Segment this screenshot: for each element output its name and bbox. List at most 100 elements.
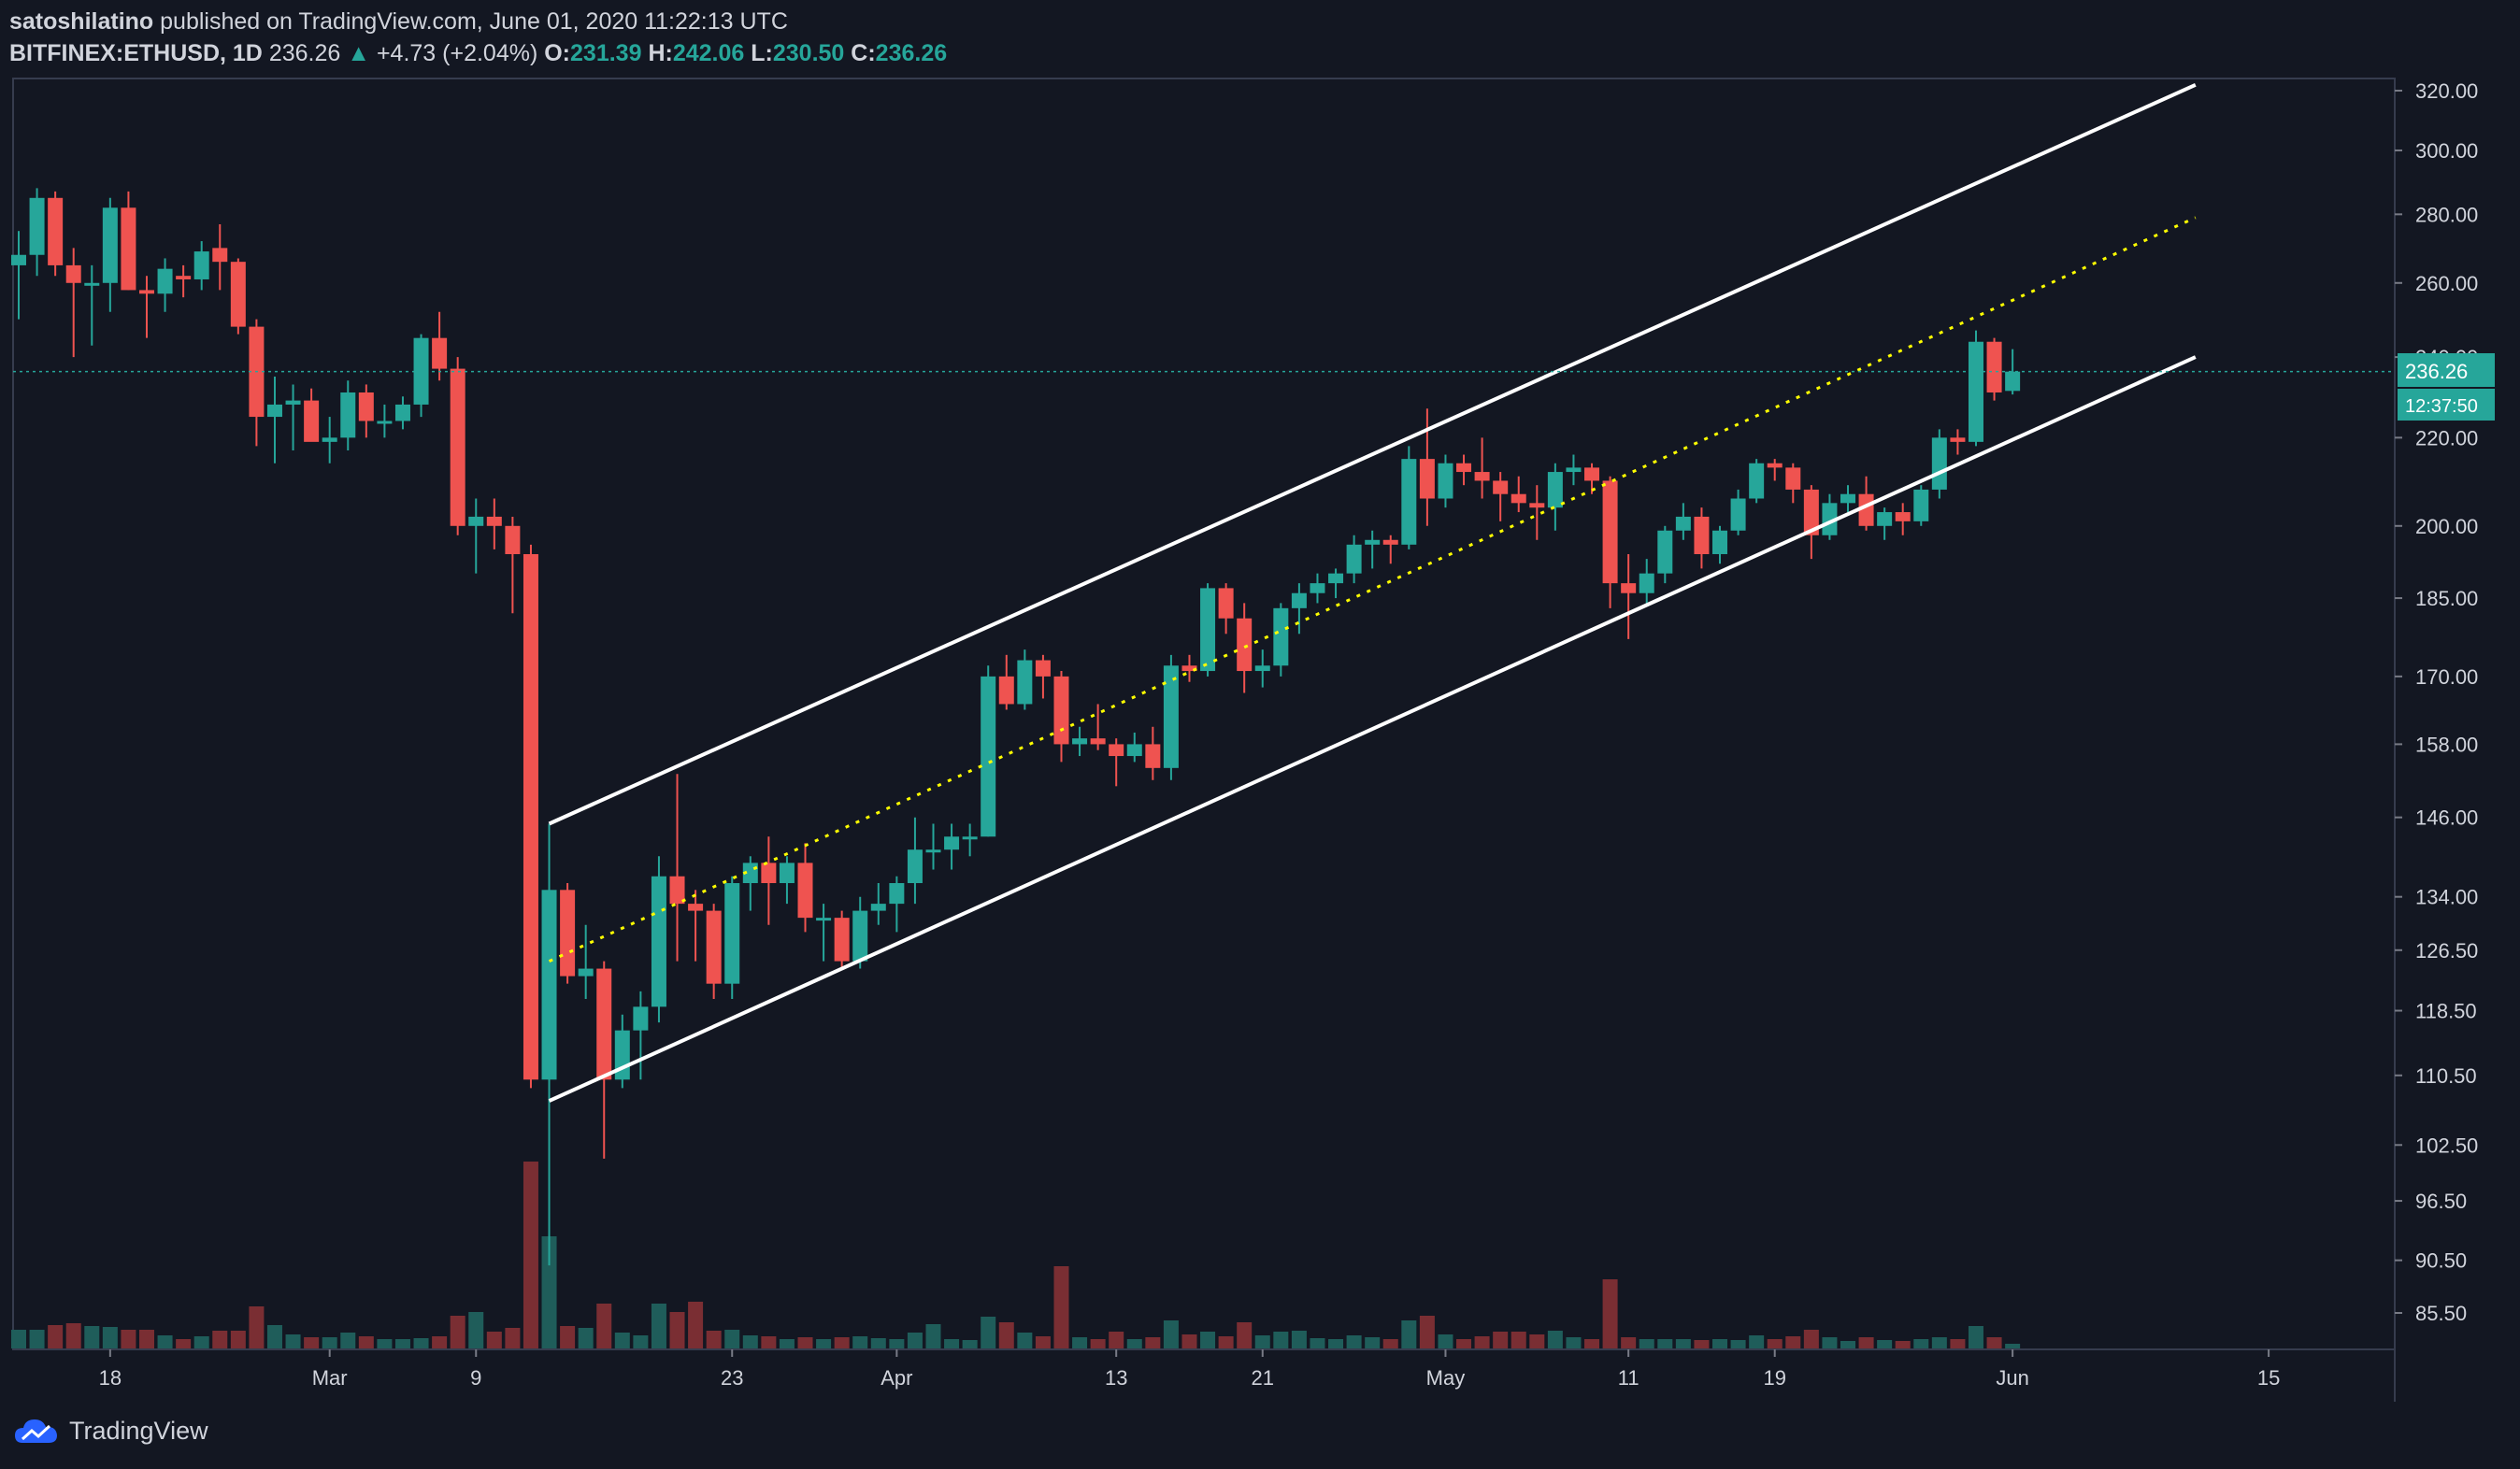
candle-body (468, 516, 484, 526)
candle-body (29, 197, 45, 255)
volume-bar (65, 1323, 81, 1348)
brand-label: TradingView (69, 1416, 208, 1445)
volume-bar (505, 1328, 521, 1348)
candle-body (998, 676, 1014, 705)
volume-bar (1493, 1332, 1509, 1348)
low-value: 230.50 (772, 40, 845, 66)
candle-body (266, 404, 282, 418)
candle-body (523, 553, 538, 1080)
candle-body (1126, 744, 1142, 757)
tradingview-logo[interactable]: TradingView (13, 1415, 208, 1447)
y-tick-label: 102.50 (2415, 1134, 2478, 1157)
volume-bar (1237, 1322, 1253, 1348)
price-badges: 236.26 12:37:50 (2398, 353, 2495, 421)
volume-bar (962, 1340, 978, 1348)
y-tick-label: 320.00 (2415, 79, 2478, 103)
y-tick-label: 96.50 (2415, 1190, 2467, 1213)
volume-bar (176, 1339, 192, 1348)
volume-bar (541, 1236, 557, 1348)
candle-body (1474, 472, 1490, 481)
candle-body (1785, 467, 1801, 490)
author-name[interactable]: satoshilatino (9, 8, 154, 35)
y-tick-label: 158.00 (2415, 733, 2478, 756)
volume-bar (432, 1336, 448, 1348)
candle-body (1712, 530, 1728, 554)
volume-bar (322, 1337, 337, 1348)
volume-bar (1858, 1337, 1874, 1348)
y-tick-label: 260.00 (2415, 272, 2478, 295)
channel-mid-line (548, 216, 2197, 963)
volume-bar (468, 1312, 484, 1348)
volume-bar (724, 1330, 740, 1348)
volume-bar (48, 1325, 64, 1348)
volume-bar (1968, 1326, 1983, 1348)
volume-bar (1712, 1339, 1728, 1348)
volume-bar (1986, 1337, 2002, 1348)
candle-body (1529, 503, 1545, 508)
volume-bar (1657, 1339, 1673, 1348)
volume-bar (1218, 1336, 1234, 1348)
volume-bar (2005, 1344, 2021, 1348)
volume-bar (761, 1336, 777, 1348)
symbol-label[interactable]: BITFINEX:ETHUSD, 1D (9, 40, 263, 66)
volume-bar (797, 1337, 813, 1348)
volume-bar (852, 1336, 868, 1348)
candle-body (1895, 512, 1911, 521)
volume-bar (193, 1336, 209, 1348)
candle-body (394, 404, 410, 421)
volume-bar (1090, 1339, 1106, 1348)
candle-body (1072, 738, 1088, 745)
volume-bar (1291, 1331, 1307, 1348)
candle-body (1968, 341, 1983, 442)
candle-body (1621, 583, 1637, 593)
candle-body (1163, 665, 1179, 768)
x-tick-label: 9 (470, 1366, 481, 1390)
candle-body (1346, 544, 1362, 574)
volume-bar (1126, 1339, 1142, 1348)
candle-body (48, 197, 64, 265)
open-label: O: (544, 40, 571, 66)
candle-body (541, 890, 557, 1080)
candle-body (1382, 539, 1398, 545)
candle-body (230, 262, 246, 327)
candle-body (1017, 660, 1033, 705)
chart-header: satoshilatino published on TradingView.c… (9, 6, 947, 69)
candle-body (1237, 618, 1253, 672)
volume-bar (1346, 1335, 1362, 1348)
volume-bar (1639, 1339, 1654, 1348)
volume-bar (706, 1331, 722, 1348)
candle-body (1200, 588, 1216, 672)
candle-body (1145, 744, 1161, 768)
candle-body (1291, 592, 1307, 608)
volume-bar (1547, 1331, 1563, 1348)
candle-body (1657, 530, 1673, 574)
volume-bar (1749, 1335, 1765, 1348)
chart-frame (12, 78, 2396, 1402)
y-tick-label: 200.00 (2415, 515, 2478, 538)
volume-bar (1328, 1339, 1344, 1348)
volume-bar (29, 1330, 45, 1348)
candle-body (2005, 371, 2021, 392)
volume-bar (1474, 1336, 1490, 1348)
volume-bar (1529, 1334, 1545, 1348)
candle-body (1053, 676, 1069, 745)
candle-body (1181, 665, 1197, 672)
volume-bar (1767, 1339, 1783, 1348)
volume-bar (394, 1339, 410, 1348)
volume-bar (138, 1330, 154, 1348)
candle-body (797, 863, 813, 919)
candle-body (633, 1006, 649, 1031)
volume-bar (1511, 1332, 1526, 1348)
volume-bar (669, 1312, 685, 1348)
volume-bar (651, 1304, 666, 1348)
volume-bar (377, 1339, 393, 1348)
last-price-badge-bg (2398, 353, 2495, 387)
x-tick-label: 19 (1763, 1366, 1785, 1390)
y-tick-label: 280.00 (2415, 203, 2478, 226)
volume-bar (981, 1317, 996, 1348)
candle-body (1694, 516, 1710, 554)
candle-body (596, 968, 612, 1080)
candle-body (1749, 463, 1765, 499)
published-text: published on TradingView.com, June 01, 2… (160, 8, 788, 35)
